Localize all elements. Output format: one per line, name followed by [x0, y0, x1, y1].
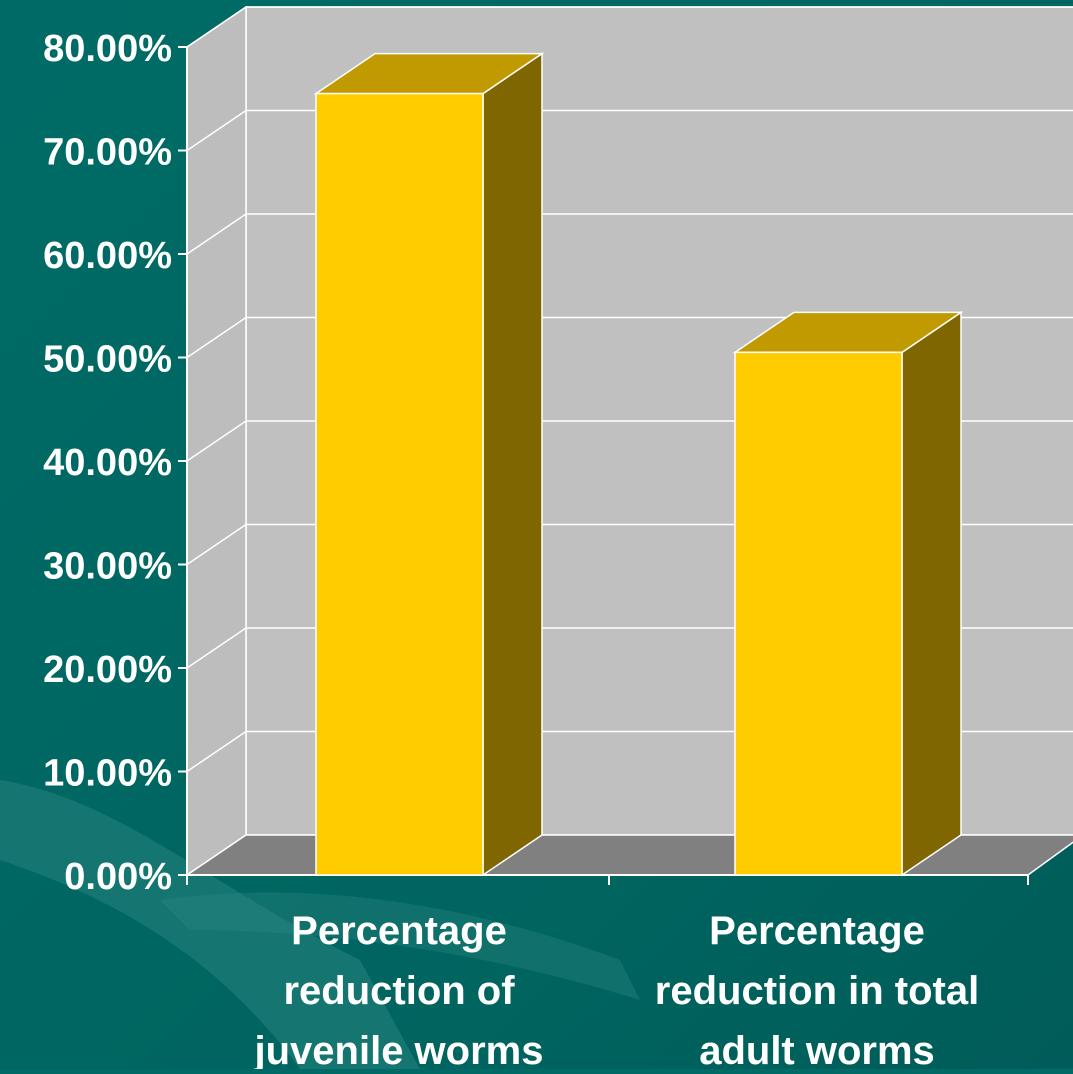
gridline-side	[186, 6, 247, 48]
bar-front	[734, 351, 903, 876]
gridline-side	[186, 109, 247, 152]
y-tick-label: 10.00%	[43, 753, 172, 795]
bar	[732, 310, 964, 877]
x-category-label: Percentage reduction of juvenile worms	[254, 909, 544, 1069]
gridline-side	[186, 627, 247, 669]
x-category-label-line: Percentage	[291, 909, 507, 953]
x-category-label-line: reduction in total	[655, 969, 979, 1013]
gridline-side	[186, 420, 247, 462]
y-tick-label: 60.00%	[43, 235, 172, 277]
x-category-label-line: Percentage	[709, 909, 925, 953]
y-tick-label: 70.00%	[43, 132, 172, 174]
y-tick-label: 50.00%	[43, 339, 172, 381]
gridline-side	[186, 316, 247, 359]
x-category-label: Percentage reduction in total adult worms	[655, 909, 979, 1069]
y-tick-label: 20.00%	[43, 649, 172, 691]
background-streak	[160, 892, 640, 1000]
y-tick-label: 30.00%	[43, 546, 172, 588]
bar-side	[482, 52, 543, 877]
gridline-side	[186, 523, 247, 566]
bar-front	[315, 92, 484, 876]
y-tick-label: 40.00%	[43, 442, 172, 484]
gridline-side	[186, 730, 247, 773]
x-category-label-line: adult worms	[699, 1029, 935, 1069]
bar-side	[901, 310, 962, 877]
gridline-side	[186, 213, 247, 255]
plot-area: 0.00% 10.00% 20.00% 30.00% 40.00% 50.00% 60.00…	[43, 5, 1073, 1073]
bar	[313, 52, 545, 877]
y-tick-label: 80.00%	[43, 28, 172, 70]
y-tick-label: 0.00%	[64, 856, 172, 898]
x-category-label-line: reduction of	[283, 969, 515, 1013]
background-streak	[0, 780, 420, 1069]
x-category-label-line: juvenile worms	[254, 1029, 544, 1069]
